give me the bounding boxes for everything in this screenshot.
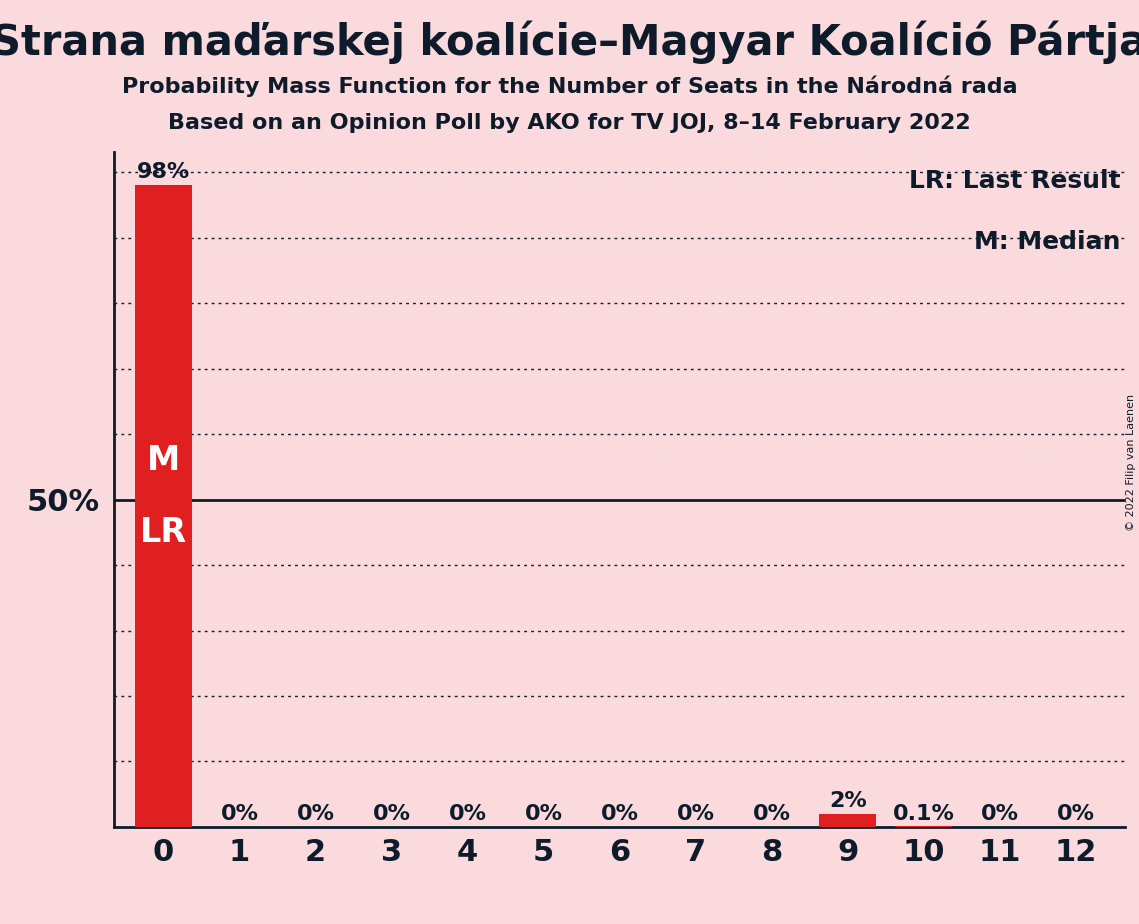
Text: 0%: 0% [296, 804, 335, 823]
Text: LR: LR [140, 516, 187, 549]
Text: Based on an Opinion Poll by AKO for TV JOJ, 8–14 February 2022: Based on an Opinion Poll by AKO for TV J… [169, 113, 970, 133]
Text: 0%: 0% [1057, 804, 1095, 823]
Text: © 2022 Filip van Laenen: © 2022 Filip van Laenen [1126, 394, 1136, 530]
Text: Strana maďarskej koalície–Magyar Koalíció Pártja: Strana maďarskej koalície–Magyar Koalíci… [0, 20, 1139, 64]
Text: 2%: 2% [829, 791, 867, 810]
Bar [819, 814, 876, 827]
Text: 0%: 0% [525, 804, 563, 823]
Text: LR: Last Result: LR: Last Result [909, 169, 1121, 193]
Text: 0%: 0% [449, 804, 486, 823]
Bar [134, 185, 191, 827]
Text: 0%: 0% [677, 804, 714, 823]
Text: 0.1%: 0.1% [893, 804, 954, 823]
Text: 0%: 0% [753, 804, 790, 823]
Text: 0%: 0% [981, 804, 1019, 823]
Text: 0%: 0% [600, 804, 639, 823]
Text: 0%: 0% [372, 804, 410, 823]
Text: Probability Mass Function for the Number of Seats in the Národná rada: Probability Mass Function for the Number… [122, 76, 1017, 97]
Text: M: Median: M: Median [974, 230, 1121, 254]
Text: M: M [147, 444, 180, 477]
Text: 98%: 98% [137, 162, 190, 182]
Text: 0%: 0% [220, 804, 259, 823]
